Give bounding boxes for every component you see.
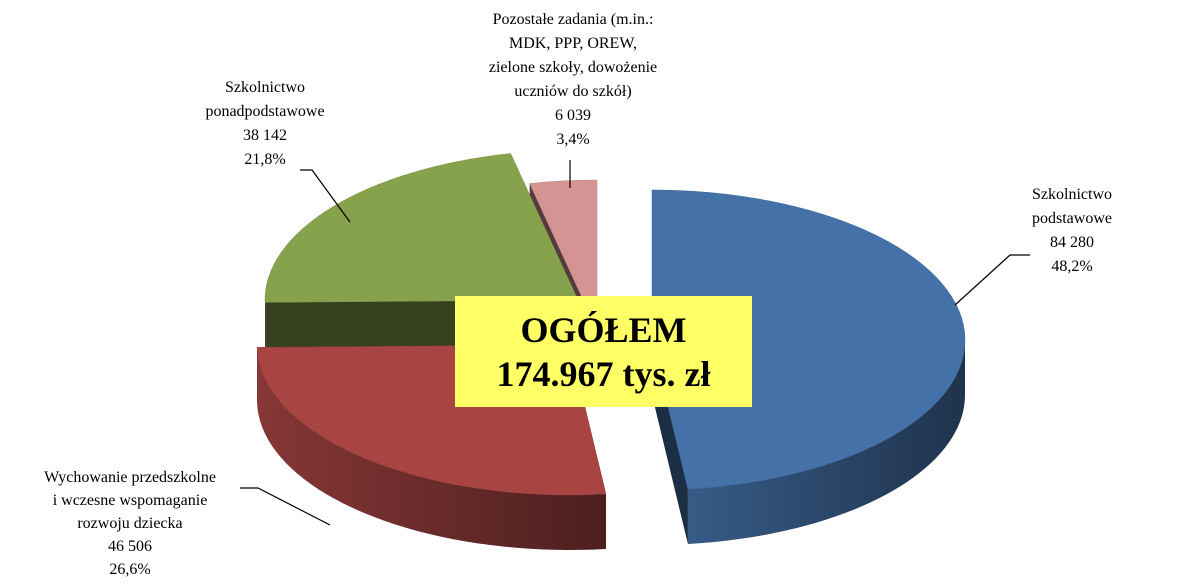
value-label: 46 506 bbox=[107, 538, 152, 555]
leader-line bbox=[954, 254, 1030, 306]
percent-label: 21,8% bbox=[244, 151, 286, 168]
slice-side bbox=[687, 340, 965, 545]
pie-slice bbox=[651, 189, 966, 490]
value-label: 84 280 bbox=[1050, 234, 1094, 251]
percent-label: 3,4% bbox=[556, 131, 590, 148]
category-label: Wychowanie przedszkolne i wczesne wspoma… bbox=[44, 469, 216, 532]
leader-line bbox=[300, 169, 351, 223]
total-title: OGÓŁEM bbox=[520, 309, 687, 350]
category-label: Szkolnictwo podstawowe bbox=[1032, 186, 1112, 227]
slice-label: Szkolnictwo ponadpodstawowe 38 142 21,8% bbox=[205, 76, 324, 172]
slice-label: Szkolnictwo podstawowe 84 280 48,2% bbox=[1017, 183, 1127, 279]
percent-label: 26,6% bbox=[109, 561, 151, 578]
total-value: 174.967 tys. zł bbox=[496, 353, 711, 394]
percent-label: 48,2% bbox=[1051, 258, 1093, 275]
value-label: 6 039 bbox=[554, 107, 591, 124]
category-label: Pozostałe zadania (m.in.: MDK, PPP, OREW… bbox=[488, 11, 658, 100]
value-label: 38 142 bbox=[243, 127, 287, 144]
slice-side bbox=[257, 347, 606, 550]
slice-label: Wychowanie przedszkolne i wczesne wspoma… bbox=[44, 466, 216, 581]
leader-line bbox=[240, 487, 331, 526]
category-label: Szkolnictwo ponadpodstawowe bbox=[205, 79, 325, 120]
total-box: OGÓŁEM 174.967 tys. zł bbox=[455, 296, 752, 407]
pie-slice bbox=[529, 179, 598, 331]
slice-label: Pozostałe zadania (m.in.: MDK, PPP, OREW… bbox=[489, 8, 657, 152]
pie-slice bbox=[264, 153, 579, 303]
